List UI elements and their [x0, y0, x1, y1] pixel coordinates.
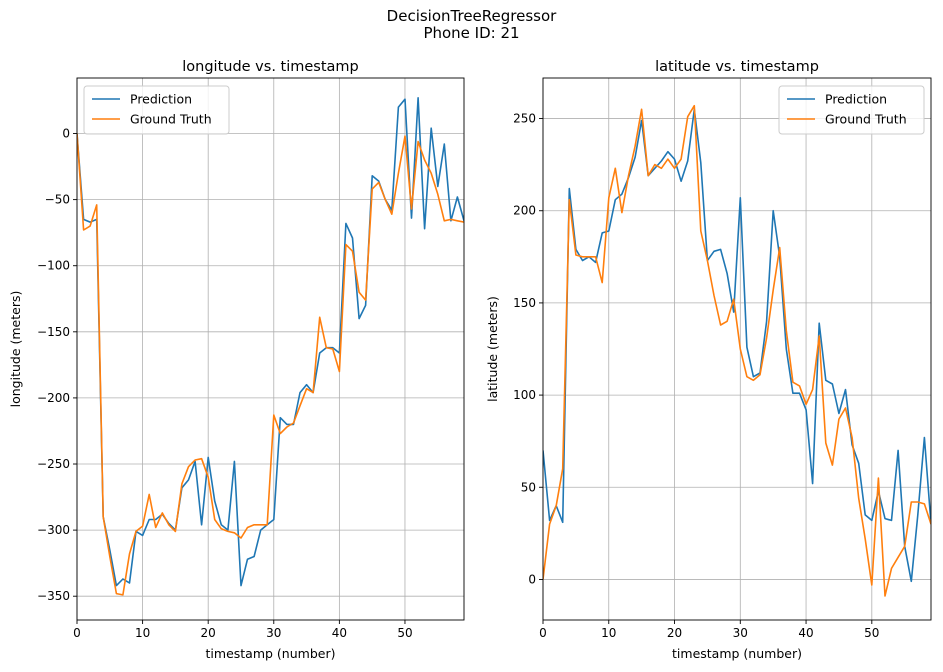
legend: Prediction Ground Truth — [778, 85, 925, 135]
legend-label: Prediction — [825, 92, 887, 107]
x-tick-label: 0 — [73, 626, 81, 640]
x-tick-label: 30 — [266, 626, 281, 640]
y-tick-label: 50 — [521, 480, 536, 494]
x-tick-label: 40 — [798, 626, 813, 640]
y-tick-label: −200 — [37, 391, 70, 405]
y-tick-label: −350 — [37, 589, 70, 603]
y-tick-label: 0 — [62, 127, 70, 141]
y-tick-label: 0 — [528, 572, 536, 586]
legend: Prediction Ground Truth — [83, 85, 230, 135]
y-tick-label: 100 — [513, 388, 536, 402]
series-line-prediction — [77, 97, 464, 587]
y-tick-label: −300 — [37, 523, 70, 537]
x-tick-label: 0 — [539, 626, 547, 640]
x-axis-label: timestamp (number) — [672, 646, 802, 661]
figure-title-line2: Phone ID: 21 — [423, 24, 520, 42]
plot-frame — [76, 77, 465, 621]
x-tick-label: 40 — [332, 626, 347, 640]
y-tick-label: −150 — [37, 325, 70, 339]
legend-label: Prediction — [130, 92, 192, 107]
y-tick-label: −250 — [37, 457, 70, 471]
chart-title: latitude vs. timestamp — [655, 59, 819, 75]
y-tick-label: −50 — [45, 193, 70, 207]
x-axis-label: timestamp (number) — [206, 646, 336, 661]
x-tick-label: 50 — [864, 626, 879, 640]
legend-label: Ground Truth — [825, 112, 907, 127]
legend-label: Ground Truth — [130, 112, 212, 127]
series-line-ground-truth — [77, 133, 464, 596]
series-line-ground-truth — [543, 104, 931, 597]
legend-box — [83, 85, 230, 135]
y-tick-label: −100 — [37, 259, 70, 273]
x-tick-label: 10 — [601, 626, 616, 640]
y-axis-label: longitude (meters) — [8, 291, 23, 408]
x-tick-label: 20 — [201, 626, 216, 640]
y-tick-label: 150 — [513, 296, 536, 310]
plot-frame — [542, 77, 932, 621]
chart-title: longitude vs. timestamp — [182, 59, 359, 75]
figure-title-line1: DecisionTreeRegressor — [386, 7, 557, 25]
y-tick-label: 200 — [513, 204, 536, 218]
y-tick-label: 250 — [513, 112, 536, 126]
x-tick-label: 10 — [135, 626, 150, 640]
y-axis-label: latitude (meters) — [485, 296, 500, 402]
series-line-prediction — [543, 108, 931, 583]
chart-panel-1: 0 10 20 30 40 50 0 −50 −100 −150 −200 −250 −300 −350 l… — [8, 59, 465, 661]
x-tick-label: 30 — [733, 626, 748, 640]
legend-box — [778, 85, 925, 135]
chart-panel-2: 0 10 20 30 40 50 0 50 100 150 200 250 latitude vs. t… — [485, 59, 932, 661]
x-tick-label: 20 — [667, 626, 682, 640]
x-tick-label: 50 — [397, 626, 412, 640]
